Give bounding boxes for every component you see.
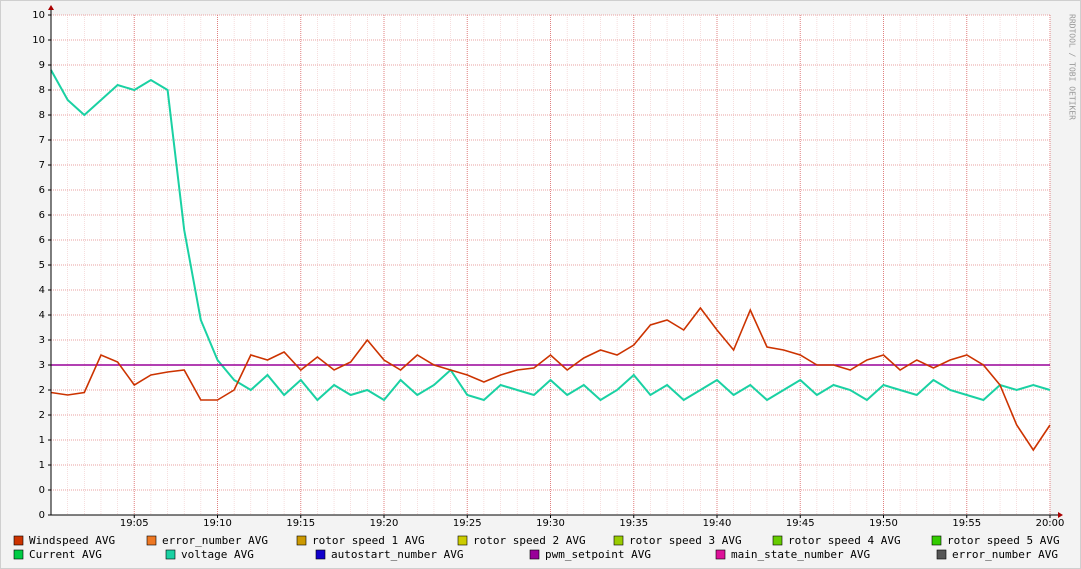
y-tick-label: 7 xyxy=(39,135,45,146)
legend-swatch xyxy=(146,535,157,546)
lines xyxy=(50,69,1051,452)
legend-label: autostart_number AVG xyxy=(331,548,463,561)
y-tick-label: 8 xyxy=(39,85,45,96)
y-tick-label: 4 xyxy=(39,310,45,321)
x-tick-label: 19:25 xyxy=(453,518,482,529)
y-tick-label: 2 xyxy=(39,410,45,421)
legend-label: voltage AVG xyxy=(181,548,254,561)
legend: Windspeed AVG error_number AVG rotor speed… xyxy=(13,534,1060,561)
y-tick-label: 8 xyxy=(39,110,45,121)
x-tick-label: 20:00 xyxy=(1036,518,1065,529)
legend-label: error_number AVG xyxy=(952,548,1058,561)
legend-swatch xyxy=(529,549,540,560)
x-tick-label: 19:45 xyxy=(786,518,815,529)
y-arrow xyxy=(48,5,54,10)
legend-label: rotor speed 2 AVG xyxy=(473,534,586,547)
legend-swatch xyxy=(165,549,176,560)
legend-swatch xyxy=(931,535,942,546)
series-line xyxy=(50,69,1051,402)
y-tick-label: 6 xyxy=(39,210,45,221)
legend-label: error_number AVG xyxy=(162,534,268,547)
axes: 0 0 1 1 2 2 3 3 4 4 5 6 6 6 7 7 8 8 9 10 10 19:05 19:10 19:15 19… xyxy=(32,5,1064,529)
y-tick-label: 3 xyxy=(39,335,45,346)
x-tick-label: 19:10 xyxy=(203,518,232,529)
series-line xyxy=(50,306,1051,452)
y-tick-label: 10 xyxy=(32,35,45,46)
x-arrow xyxy=(1058,512,1063,518)
x-tick-label: 19:50 xyxy=(869,518,898,529)
legend-swatch xyxy=(772,535,783,546)
x-tick-label: 19:30 xyxy=(536,518,565,529)
y-tick-label: 0 xyxy=(39,510,45,521)
y-tick-label: 4 xyxy=(39,285,45,296)
y-tick-label: 10 xyxy=(32,10,45,21)
y-tick-label: 9 xyxy=(39,60,45,71)
legend-label: rotor speed 5 AVG xyxy=(947,534,1060,547)
legend-swatch xyxy=(315,549,326,560)
y-tick-label: 5 xyxy=(39,260,45,271)
x-tick-label: 19:20 xyxy=(370,518,399,529)
y-tick-label: 0 xyxy=(39,485,45,496)
legend-swatch xyxy=(936,549,947,560)
legend-label: Current AVG xyxy=(29,548,102,561)
y-tick-label: 6 xyxy=(39,235,45,246)
x-tick-label: 19:40 xyxy=(703,518,732,529)
legend-label: rotor speed 3 AVG xyxy=(629,534,742,547)
legend-label: main_state_number AVG xyxy=(731,548,870,561)
x-tick-label: 19:05 xyxy=(120,518,149,529)
legend-swatch xyxy=(13,549,24,560)
y-tick-label: 7 xyxy=(39,160,45,171)
watermark: RRDTOOL / TOBI OETIKER xyxy=(1068,14,1077,120)
grid xyxy=(51,14,1051,516)
y-tick-label: 1 xyxy=(39,435,45,446)
legend-swatch xyxy=(715,549,726,560)
y-tick-label: 3 xyxy=(39,360,45,371)
x-tick-label: 19:15 xyxy=(286,518,315,529)
legend-label: pwm_setpoint AVG xyxy=(545,548,651,561)
y-tick-label: 2 xyxy=(39,385,45,396)
x-tick-label: 19:55 xyxy=(952,518,981,529)
y-tick-label: 6 xyxy=(39,185,45,196)
legend-label: rotor speed 1 AVG xyxy=(312,534,425,547)
y-tick-label: 1 xyxy=(39,460,45,471)
legend-swatch xyxy=(13,535,24,546)
legend-swatch xyxy=(457,535,468,546)
legend-swatch xyxy=(613,535,624,546)
legend-swatch xyxy=(296,535,307,546)
legend-label: rotor speed 4 AVG xyxy=(788,534,901,547)
legend-label: Windspeed AVG xyxy=(29,534,115,547)
x-tick-label: 19:35 xyxy=(619,518,648,529)
